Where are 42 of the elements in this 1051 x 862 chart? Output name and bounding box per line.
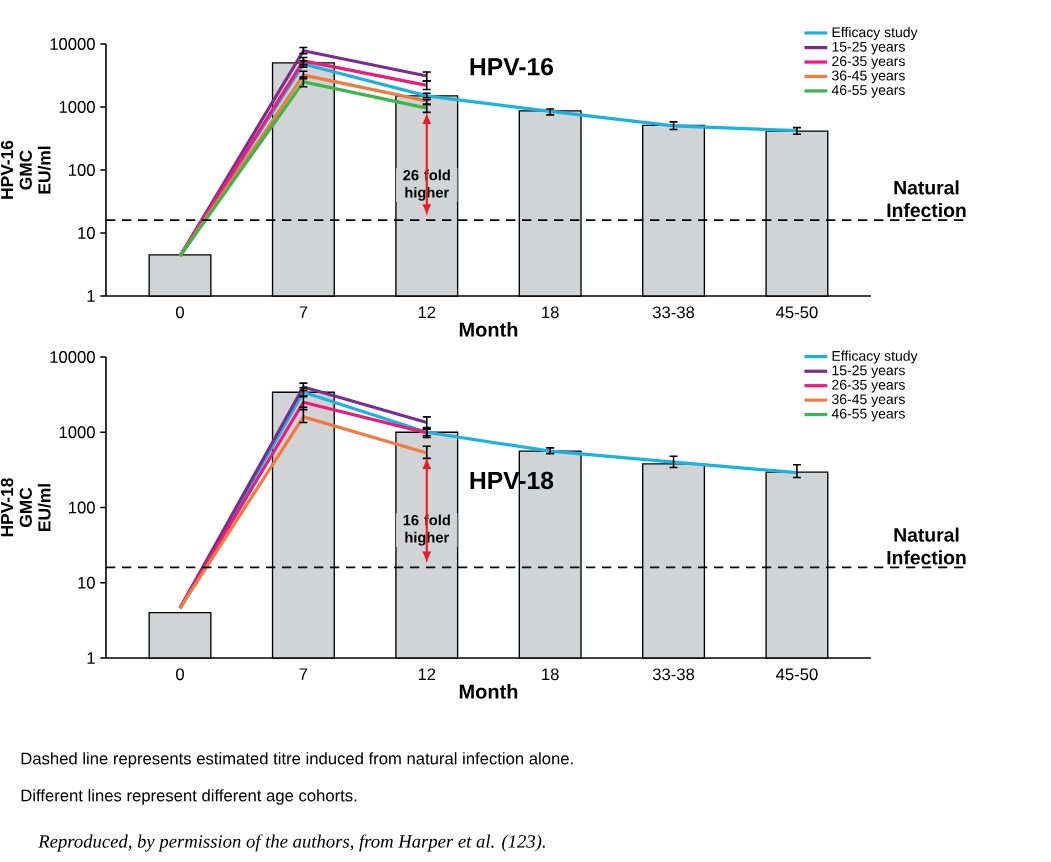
legend-label: 46-55 years (831, 85, 905, 98)
x-tick-label: 45-50 (776, 306, 818, 319)
y-tick-label: 10 (78, 227, 95, 239)
text: Different lines represent different age cohorts. (21, 789, 357, 805)
ref-line-label: Natural Infection (887, 527, 966, 565)
y-tick-label: 10000 (50, 351, 95, 363)
y-tick-label: 1 (87, 290, 95, 302)
legend-label: Efficacy study (832, 26, 918, 40)
x-tick-label: 12 (418, 306, 436, 319)
x-tick-label: 33-38 (652, 668, 695, 681)
x-tick-label: 33-38 (652, 306, 695, 319)
y-axis-title: HPV-18 GMC EU/ml (0, 478, 51, 537)
y-tick-label: 10 (78, 576, 95, 589)
x-tick-label: 7 (299, 306, 308, 318)
x-tick-label: 45-50 (776, 668, 818, 681)
legend-label: 15-25 years (832, 365, 905, 379)
y-tick-label: 1 (87, 652, 95, 664)
chart-title: HPV-16 (470, 57, 554, 76)
text: Reproduced, by permission of the authors, from Harper et al. (123). (38, 834, 545, 852)
x-axis-title: Month (459, 684, 518, 699)
y-tick-label: 1000 (59, 101, 95, 113)
text: Dashed line represents estimated titre induced from natural infection alone. (21, 752, 573, 768)
x-axis-title: Month (459, 322, 518, 337)
legend-label: 36-45 years (832, 70, 905, 84)
legend-label: Efficacy study (832, 350, 918, 364)
ref-line-label: Natural Infection (887, 180, 966, 218)
x-tick-label: 12 (418, 668, 436, 681)
y-tick-label: 10000 (50, 38, 95, 50)
y-axis-title: HPV-16 GMC EU/ml (0, 140, 51, 199)
legend-label: 26-35 years (832, 56, 905, 69)
legend-label: 46-55 years (831, 408, 905, 422)
legend-label: 26-35 years (832, 379, 905, 393)
x-tick-label: 18 (542, 306, 559, 319)
y-tick-label: 100 (69, 501, 95, 514)
legend-label: 15-25 years (832, 41, 905, 55)
y-tick-label: 100 (69, 164, 95, 176)
x-tick-label: 0 (176, 668, 184, 681)
x-tick-label: 0 (176, 306, 184, 319)
y-tick-label: 1000 (59, 426, 95, 439)
x-tick-label: 18 (542, 668, 559, 681)
x-tick-label: 7 (299, 668, 308, 680)
legend-label: 36-45 years (832, 394, 905, 407)
